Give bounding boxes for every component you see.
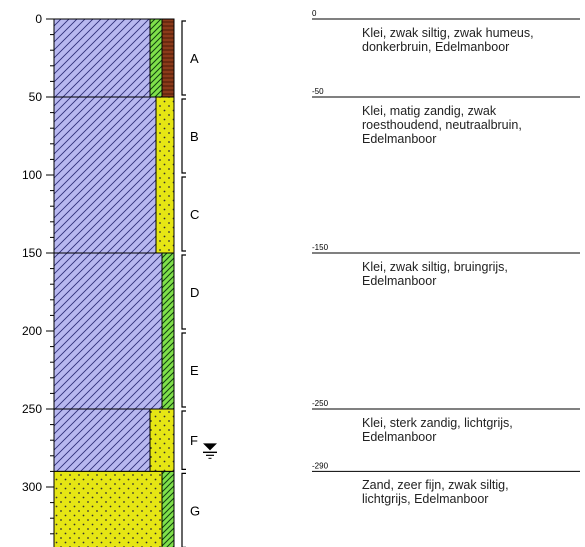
sample-label: B (190, 129, 199, 144)
layer-1-main (53, 96, 157, 254)
sample-label: A (190, 51, 199, 66)
sample-bracket (181, 20, 186, 96)
sample-intervals: A B C D E F G (181, 20, 200, 547)
layer-description: Klei, matig zandig, zwak roesthoudend, n… (362, 104, 522, 146)
sample-bracket (181, 472, 186, 547)
boundary-depth-label: -150 (312, 243, 329, 252)
sample-label: D (190, 285, 199, 300)
layer-2-main (53, 252, 163, 410)
soil-layers (53, 18, 175, 547)
depth-tick-label: 0 (35, 12, 42, 26)
depth-tick-label: 300 (22, 480, 42, 494)
sample-bracket (181, 98, 186, 174)
sample-bracket (181, 254, 186, 330)
boundary-depth-label: -250 (312, 399, 329, 408)
sample-bracket (181, 332, 186, 408)
sample-label: E (190, 363, 199, 378)
layer-boundaries: 0-50-150-250-290-340 (312, 9, 580, 472)
layer-description: Klei, zwak siltig, bruingrijs, Edelmanbo… (362, 260, 508, 288)
depth-tick-label: 250 (22, 402, 42, 416)
layer-3-main (53, 408, 151, 472)
boundary-depth-label: -50 (312, 87, 324, 96)
layer-4-main (53, 470, 163, 547)
layer-3-strip (149, 408, 175, 472)
layer-description: Klei, sterk zandig, lichtgrijs, Edelmanb… (362, 416, 513, 444)
layer-0-main (53, 18, 151, 98)
layer-description: Klei, zwak siltig, zwak humeus, donkerbr… (362, 26, 534, 54)
depth-tick-label: 100 (22, 168, 42, 182)
depth-tick-label: 200 (22, 324, 42, 338)
depth-axis: 0 50 100 150 200 250 300 (22, 12, 55, 547)
sample-label: F (190, 433, 198, 448)
boundary-depth-label: -290 (312, 461, 329, 470)
sample-label: G (190, 503, 200, 518)
layer-1-strip (155, 96, 175, 254)
depth-tick-label: 150 (22, 246, 42, 260)
layer-0-strip (149, 18, 163, 98)
sample-bracket (181, 410, 186, 470)
layer-0-strip-2 (161, 18, 175, 98)
layer-4-strip (161, 470, 175, 547)
depth-tick-label: 50 (29, 90, 43, 104)
sample-label: C (190, 207, 199, 222)
layer-2-strip (161, 252, 175, 410)
sample-bracket (181, 176, 186, 252)
groundwater-level-icon (203, 443, 217, 459)
layer-description: Zand, zeer fijn, zwak siltig, lichtgrijs… (362, 478, 509, 507)
boundary-depth-label: 0 (312, 9, 317, 18)
